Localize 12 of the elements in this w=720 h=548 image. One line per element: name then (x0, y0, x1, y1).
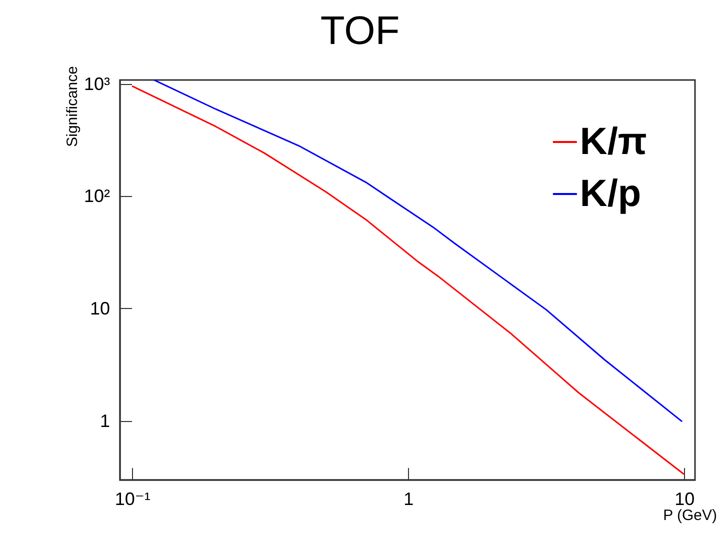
legend-label: K/p (580, 173, 642, 215)
chart-title: TOF (320, 9, 400, 53)
y-tick-label: 10² (84, 186, 110, 206)
x-axis-title: P (GeV) (663, 507, 718, 524)
y-tick-label: 1 (100, 411, 110, 432)
legend-label: K/π (580, 121, 647, 163)
x-tick-label: 10 (674, 489, 695, 509)
y-tick-label: 10 (90, 298, 110, 319)
x-tick-label: 10⁻¹ (114, 489, 150, 509)
x-tick-label: 1 (404, 489, 414, 509)
y-tick-label: 10³ (84, 74, 110, 94)
y-axis-title: Significance (64, 66, 81, 147)
